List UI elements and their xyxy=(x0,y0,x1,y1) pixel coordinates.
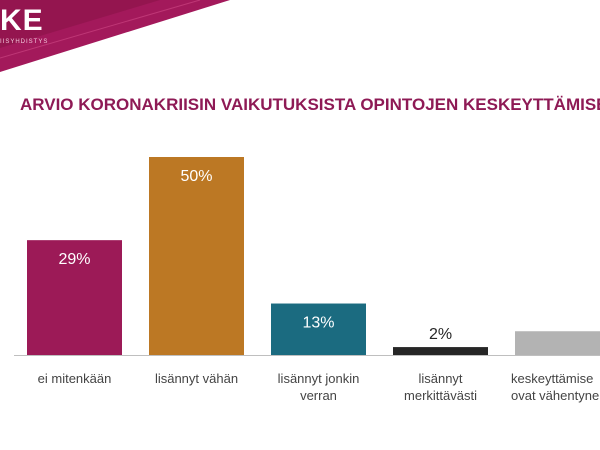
category-label-4: lisännyt merkittävästi xyxy=(404,371,477,403)
bar-3 xyxy=(271,303,366,355)
bar-4 xyxy=(393,347,488,355)
bar-value-label-1: 29% xyxy=(58,251,90,268)
bar-value-label-4: 2% xyxy=(429,326,452,343)
category-label-2: lisännyt vähän xyxy=(154,371,239,386)
category-label-3: lisännyt jonkin verran xyxy=(277,371,360,403)
bar-value-label-5: 6% xyxy=(551,310,574,327)
bar-value-label-3: 13% xyxy=(302,315,334,332)
logo-subtext: IISYHDISTYS xyxy=(0,39,49,45)
chart-title: ARVIO KORONAKRIISIN VAIKUTUKSISTA OPINTO… xyxy=(20,95,600,114)
bar-2 xyxy=(149,157,244,355)
category-label-1: ei mitenkään xyxy=(37,371,112,386)
logo: KE xyxy=(0,4,44,37)
header-banner xyxy=(0,0,230,72)
category-label-5: keskeyttämise ovat vähentyne xyxy=(511,371,600,403)
bar-1 xyxy=(27,240,122,355)
bar-5 xyxy=(515,331,600,355)
bar-value-label-2: 50% xyxy=(180,168,212,185)
